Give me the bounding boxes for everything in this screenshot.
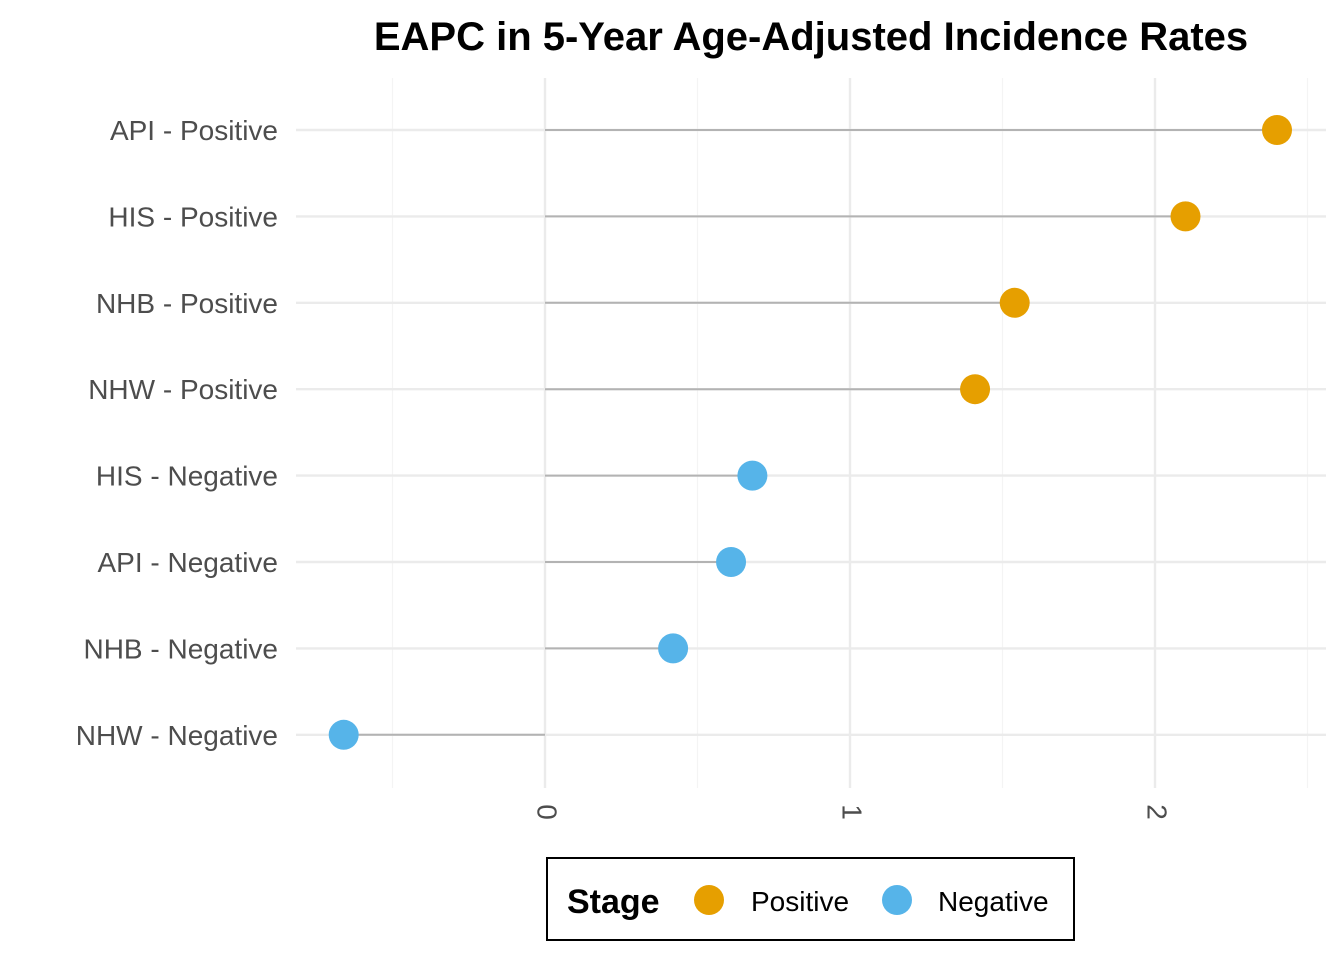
x-tick-label: 1 [837, 804, 868, 820]
x-tick-label: 0 [532, 804, 563, 820]
stems [343, 129, 1277, 736]
lollipop-point [737, 460, 768, 491]
y-tick-label: HIS - Negative [96, 461, 278, 492]
x-axis-tick-labels: 0 1 2 [532, 804, 1173, 820]
chart-title: EAPC in 5-Year Age-Adjusted Incidence Ra… [374, 15, 1248, 59]
lollipop-point [328, 719, 359, 750]
lollipop-point [716, 547, 747, 577]
legend-key-negative [882, 885, 912, 915]
lollipop-point [1170, 201, 1201, 232]
grid [296, 78, 1326, 788]
legend-box [546, 857, 1075, 941]
legend-label-positive: Positive [751, 886, 849, 917]
lollipop-point [658, 633, 689, 664]
lollipop-point [960, 374, 991, 405]
points [328, 115, 1292, 750]
y-tick-label: API - Negative [97, 547, 278, 578]
y-tick-label: NHW - Negative [76, 720, 278, 751]
lollipop-point [1262, 115, 1292, 145]
y-tick-label: API - Positive [110, 115, 278, 146]
y-tick-label: HIS - Positive [108, 201, 278, 232]
legend-key-positive [694, 885, 724, 915]
lollipop-point [999, 287, 1030, 318]
x-tick-label: 2 [1142, 804, 1173, 820]
y-tick-label: NHB - Positive [96, 288, 278, 319]
y-axis-labels: API - Positive HIS - Positive NHB - Positi… [76, 115, 278, 751]
y-tick-label: NHW - Positive [88, 374, 278, 405]
legend-label-negative: Negative [938, 886, 1049, 917]
legend: Stage Positive Negative [546, 857, 1075, 941]
legend-title: Stage [567, 883, 660, 921]
y-tick-label: NHB - Negative [83, 633, 278, 664]
